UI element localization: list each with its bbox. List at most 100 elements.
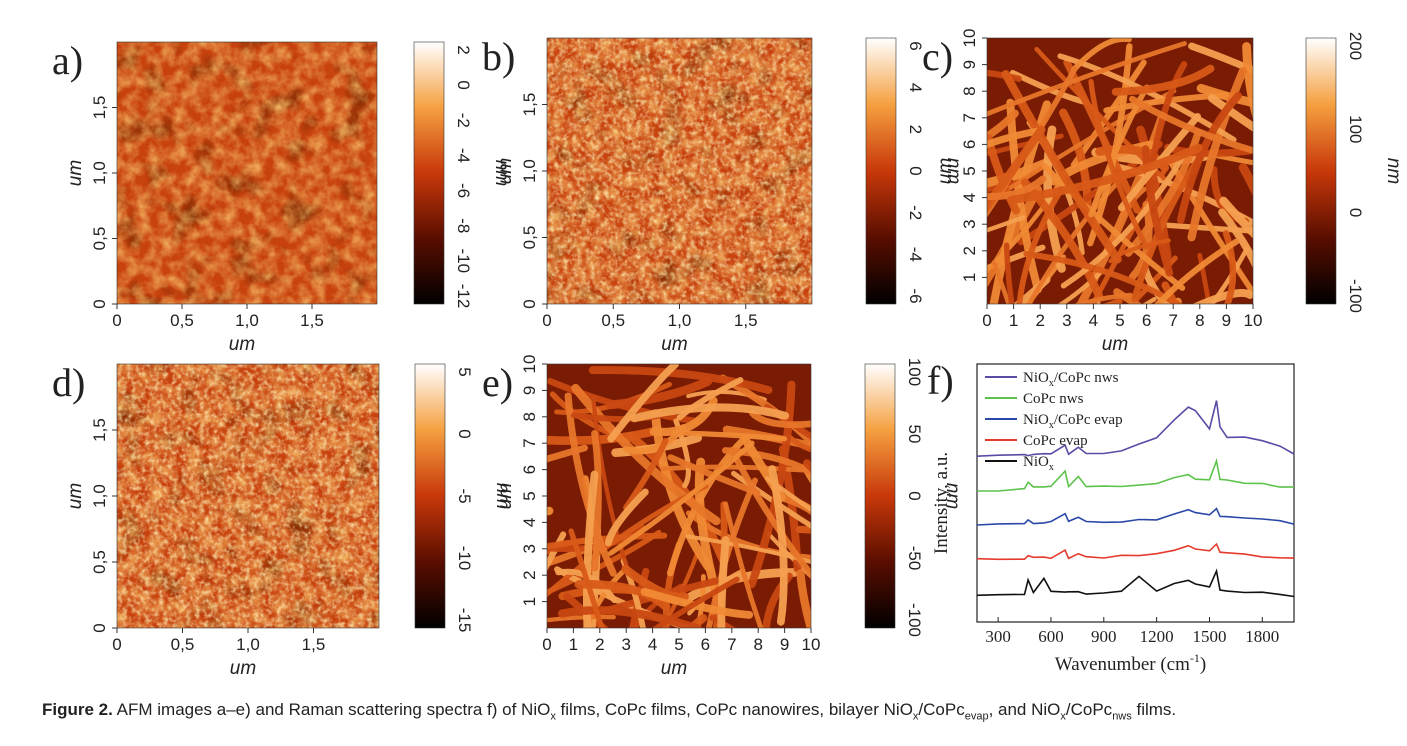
nanowire: [608, 440, 755, 556]
x-tick-label: 1,0: [668, 311, 692, 330]
panel-label: f): [927, 358, 954, 403]
nanowire: [801, 463, 811, 485]
legend-label-rest: /CoPc evap: [1054, 412, 1123, 428]
colorbar-tick-label: 5: [455, 367, 474, 376]
colorbar: [864, 363, 896, 629]
caption-sub-2: x: [912, 710, 919, 723]
x-tick-label: 6: [701, 635, 710, 654]
x-tick-label: 1,5: [300, 311, 324, 330]
x-tick-label: 8: [753, 635, 762, 654]
legend-label-main: NiO: [1023, 412, 1049, 428]
nanowire: [604, 488, 649, 547]
nanowire: [1218, 208, 1253, 269]
colorbar: [865, 37, 897, 305]
nanowire: [987, 175, 1047, 200]
y-tick-label: 9: [520, 386, 539, 395]
y-tick-label: 1,5: [90, 96, 109, 120]
nanowire: [555, 568, 618, 604]
nanowire: [987, 125, 1046, 213]
x-axis-label: Wavenumber (cm-1): [1055, 651, 1206, 675]
x-axis-label: um: [661, 334, 687, 355]
caption-sub-4: x: [1060, 710, 1066, 723]
colorbar-tick-label: 0: [455, 429, 474, 438]
afm-panel-e: e)0 1 2 3 4 5 6 7 8 9 10um12345678910um100500-50-1…: [482, 355, 963, 679]
nanowire: [987, 244, 1046, 272]
nanowire: [1190, 148, 1253, 166]
legend-label: NiOx/CoPc evap: [1023, 412, 1123, 431]
x-tick-label: 0: [982, 311, 991, 330]
y-tick-label: 10: [520, 355, 539, 374]
x-tick-label: 1,5: [734, 311, 758, 330]
nanowire: [1023, 250, 1184, 304]
x-tick-label: 1,0: [236, 635, 260, 654]
nanowire: [796, 569, 811, 628]
legend-label-rest: /CoPc nws: [1054, 370, 1119, 386]
nanowire: [987, 185, 1042, 288]
nanowire: [1041, 163, 1186, 291]
nanowire: [583, 470, 599, 628]
nanowire: [1219, 196, 1253, 239]
nanowire: [1176, 91, 1242, 224]
spectrum-line-niox: [976, 568, 1295, 598]
afm-texture: [547, 364, 811, 628]
colorbar-tick-label: 0: [454, 80, 473, 89]
colorbar-tick-label: -4: [906, 247, 925, 262]
nanowire: [1006, 143, 1203, 205]
spectrum-line-nioxcopcevap: [976, 507, 1295, 526]
y-tick-label: 1: [520, 597, 539, 606]
nanowire: [558, 606, 703, 628]
y-tick-label: 0,5: [90, 550, 109, 574]
nanowire: [564, 392, 617, 577]
caption-text-6: films.: [1131, 700, 1177, 719]
colorbar-tick-label: 2: [454, 45, 473, 54]
afm-panel-b: b) 0 0,5 1,0 1,5 um 0 0,5 1,0 1,5 um 6 4 2 0 -2 -4 -6 nm: [482, 34, 964, 355]
colorbar-tick-label: -2: [906, 205, 925, 220]
y-axis-label: Intensity, a.u.: [931, 452, 952, 554]
y-tick-label: 8: [960, 86, 979, 95]
nanowire: [1088, 84, 1150, 218]
legend-label-sub: x: [1049, 378, 1054, 389]
nanowire: [722, 425, 811, 450]
colorbar-tick-label: -2: [454, 113, 473, 128]
afm-texture: [987, 38, 1253, 304]
legend-label-main: NiO: [1023, 370, 1049, 386]
colorbar-tick-label: -4: [454, 148, 473, 163]
x-tick-label: 3: [621, 635, 630, 654]
colorbar-tick-label: -100: [1346, 279, 1365, 313]
caption-figure-number: Figure 2.: [42, 700, 113, 719]
caption-text-3: /CoPc: [918, 700, 965, 719]
legend-label-sub: x: [1049, 462, 1054, 473]
x-axis-label: um: [230, 658, 256, 679]
x-tick-label: 7: [727, 635, 736, 654]
spectrum-line-copcnws: [977, 457, 1295, 492]
x-axis-label: um: [229, 334, 255, 355]
figure-caption: Figure 2. AFM images a–e) and Raman scat…: [42, 700, 1382, 722]
colorbar-tick-label: -10: [454, 249, 473, 274]
nanowire: [1016, 189, 1063, 304]
x-tick-label: 1: [1009, 311, 1018, 330]
nanowire: [781, 494, 811, 516]
nanowire: [695, 574, 706, 628]
y-tick-label: 7: [960, 113, 979, 122]
nanowire: [1141, 145, 1174, 277]
colorbar-label: nm: [942, 483, 963, 509]
y-tick-label: 5: [960, 166, 979, 175]
legend-label: NiOx/CoPc nws: [1023, 370, 1119, 389]
colorbar: [414, 363, 446, 629]
x-tick-label: 3: [1062, 311, 1071, 330]
y-tick-label: 6: [520, 465, 539, 474]
caption-text-1: AFM images a–e) and Raman scattering spe…: [112, 700, 551, 719]
legend-label-main: CoPc evap: [1023, 433, 1088, 449]
colorbar-label: nm: [491, 160, 512, 186]
y-tick-label: 1,5: [520, 93, 539, 117]
y-axis-label: um: [65, 160, 86, 186]
afm-grains: [117, 42, 377, 304]
colorbar-label: nm: [1383, 158, 1404, 184]
caption-sub-5: nws: [1112, 710, 1132, 723]
spectrum-line-copcevap: [976, 542, 1295, 561]
x-tick-label: 5: [674, 635, 683, 654]
nanowire: [630, 403, 790, 423]
x-tick-label: 0: [112, 311, 121, 330]
nanowire: [591, 430, 602, 572]
